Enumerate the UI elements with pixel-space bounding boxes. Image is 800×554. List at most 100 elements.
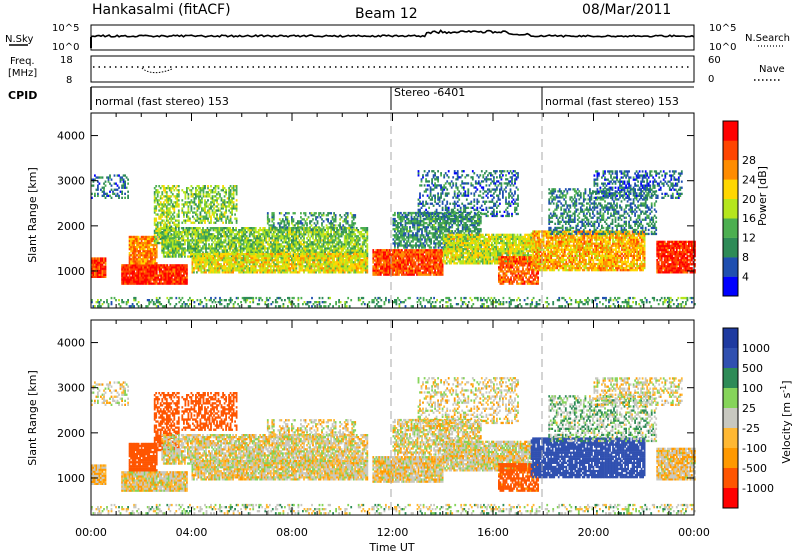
power-cell xyxy=(286,269,289,272)
power-cell xyxy=(139,248,141,251)
power-cell xyxy=(297,224,299,227)
power-cell xyxy=(204,221,206,224)
power-cell xyxy=(289,267,292,270)
power-cell xyxy=(331,251,334,254)
power-cell xyxy=(318,212,320,215)
power-cell xyxy=(292,237,295,240)
power-cell xyxy=(217,245,219,248)
power-cell xyxy=(128,258,131,261)
power-cell xyxy=(137,276,140,279)
power-cell xyxy=(357,245,360,248)
power-cell xyxy=(291,245,293,248)
power-cell xyxy=(313,222,316,225)
power-cell xyxy=(251,241,254,244)
power-cell xyxy=(173,227,176,230)
power-cell xyxy=(97,267,99,270)
power-cell xyxy=(196,215,199,218)
power-cell xyxy=(91,275,93,278)
power-cell xyxy=(256,263,259,266)
power-cell xyxy=(321,247,323,250)
power-heatmap-cells xyxy=(91,170,696,308)
power-cell xyxy=(164,272,167,275)
power-cell xyxy=(250,245,253,248)
power-cell xyxy=(357,231,360,234)
power-cell xyxy=(103,271,105,274)
power-cell xyxy=(197,257,200,260)
power-cell xyxy=(354,269,357,272)
power-cell xyxy=(363,227,366,230)
power-cell xyxy=(414,267,417,270)
power-cell xyxy=(281,257,284,260)
power-cell xyxy=(125,274,128,277)
power-cell xyxy=(222,187,224,190)
power-cell xyxy=(190,221,193,224)
power-cell xyxy=(203,263,206,266)
power-cell xyxy=(223,191,226,194)
power-cell xyxy=(354,249,357,252)
power-cell xyxy=(151,278,154,281)
power-cell xyxy=(194,247,197,250)
power-cell xyxy=(408,255,411,258)
power-cell xyxy=(260,241,263,244)
power-cell xyxy=(361,227,364,230)
power-cell xyxy=(191,247,194,250)
power-cell xyxy=(319,245,322,248)
power-cell xyxy=(197,239,200,242)
power-cell xyxy=(297,241,299,244)
power-cell xyxy=(310,243,313,246)
power-cell xyxy=(203,247,206,250)
power-cell xyxy=(393,251,396,254)
power-cell xyxy=(345,263,348,266)
power-cell xyxy=(206,227,209,230)
power-cell xyxy=(278,218,281,221)
power-cell xyxy=(283,226,286,229)
power-cell xyxy=(331,239,334,242)
power-cell xyxy=(215,243,218,246)
power-cell xyxy=(292,241,295,244)
power-cell xyxy=(136,237,138,241)
power-cell xyxy=(163,282,166,285)
power-cell xyxy=(175,278,178,281)
power-cell xyxy=(235,209,238,212)
power-cell xyxy=(307,216,310,219)
power-cell xyxy=(186,201,188,204)
power-cell xyxy=(165,211,168,214)
power-cell xyxy=(272,252,275,256)
power-cell xyxy=(198,221,200,224)
power-cell xyxy=(128,252,131,255)
power-cell xyxy=(411,267,414,270)
power-cell xyxy=(351,245,354,248)
power-cell xyxy=(265,235,268,238)
power-cell xyxy=(194,255,197,258)
power-cell xyxy=(98,269,101,272)
power-cell xyxy=(346,271,349,274)
power-cell xyxy=(283,222,286,225)
power-cell xyxy=(165,247,168,250)
power-cell xyxy=(201,207,203,210)
power-cell xyxy=(251,255,254,258)
power-cell xyxy=(345,220,348,223)
power-cell xyxy=(155,248,158,251)
power-cell xyxy=(170,280,173,283)
power-cell xyxy=(306,269,308,272)
power-cell xyxy=(195,193,197,196)
power-cell xyxy=(247,239,250,242)
power-cell xyxy=(159,227,162,230)
power-cell xyxy=(103,257,105,260)
power-cell xyxy=(291,243,293,246)
power-cell xyxy=(136,264,138,267)
power-cell xyxy=(205,235,207,238)
power-cell xyxy=(441,263,444,266)
power-cell xyxy=(295,241,298,244)
power-cell xyxy=(104,261,107,264)
power-cell xyxy=(198,207,200,210)
power-cell xyxy=(269,229,272,232)
power-cell xyxy=(292,259,295,262)
power-cell xyxy=(289,227,292,230)
power-cell xyxy=(179,241,182,244)
power-cell xyxy=(414,249,417,252)
power-cell xyxy=(277,245,280,248)
power-cell xyxy=(300,222,302,225)
power-cell xyxy=(136,245,138,249)
power-cell xyxy=(272,239,275,242)
